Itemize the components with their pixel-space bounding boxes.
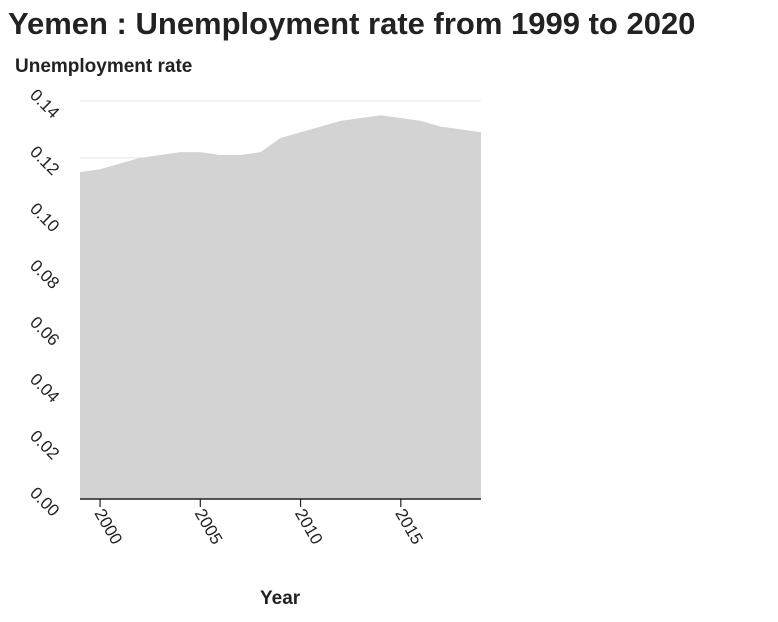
x-tick-label: 2000 [91,506,126,548]
y-tick-label: 0.14 [26,85,63,122]
x-tick-label: 2015 [391,506,426,548]
y-tick-label: 0.10 [26,199,63,236]
x-tick-label: 2010 [291,506,326,548]
chart-title: Yemen : Unemployment rate from 1999 to 2… [8,6,696,41]
y-tick-label: 0.06 [26,313,63,350]
y-axis-label: Unemployment rate [15,56,193,77]
x-axis-label: Year [260,588,301,609]
y-tick-label: 0.08 [26,256,63,293]
y-tick-label: 0.02 [26,427,63,464]
y-tick-label: 0.12 [26,142,63,179]
area-series [80,115,481,500]
x-tick-label: 2005 [191,506,226,548]
y-tick-label: 0.00 [26,483,63,520]
y-tick-label: 0.04 [26,370,63,407]
